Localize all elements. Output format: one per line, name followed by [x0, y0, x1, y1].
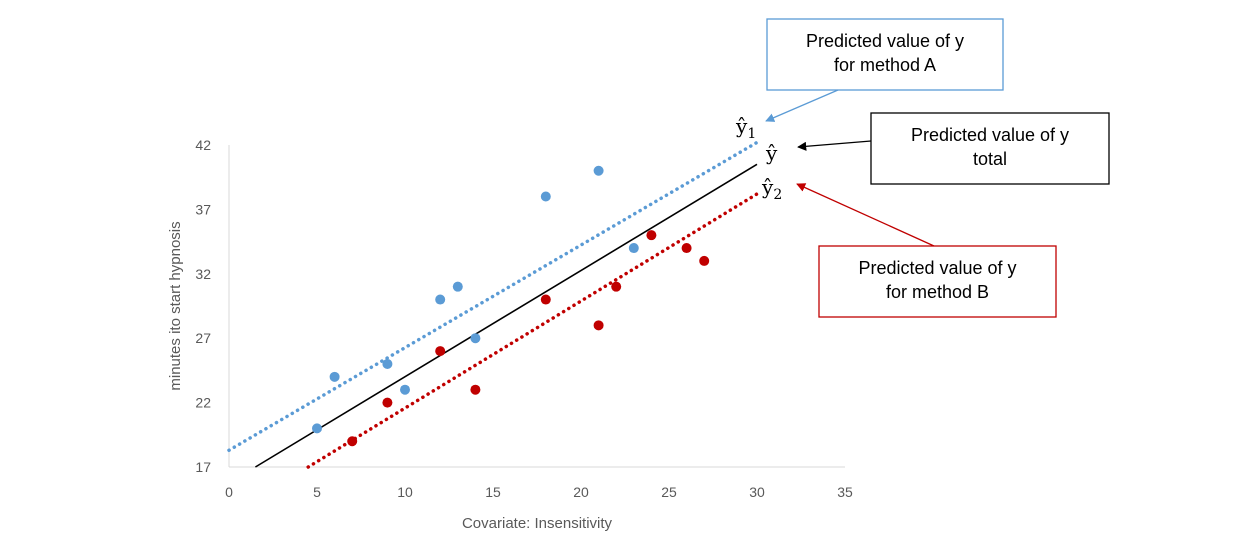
y-tick-label: 22 — [195, 395, 211, 411]
callout-a-box — [766, 18, 1004, 91]
data-point-series-1 — [382, 358, 393, 369]
x-tick-labels: 0 5 10 15 20 25 30 35 — [225, 484, 853, 500]
y-tick-label: 42 — [195, 137, 211, 153]
x-tick-label: 5 — [313, 484, 321, 500]
y-tick-label: 37 — [195, 201, 211, 217]
data-point-series-1 — [312, 423, 322, 434]
callout-b-arrow — [796, 183, 935, 247]
y-tick-label: 17 — [195, 459, 211, 475]
line-label-method-b: ŷ2 — [761, 175, 782, 203]
x-tick-label: 0 — [225, 484, 233, 500]
data-point-series-2 — [681, 243, 692, 254]
data-point-series-2 — [347, 436, 358, 447]
x-tick-label: 35 — [837, 484, 853, 500]
x-tick-label: 20 — [573, 484, 589, 500]
data-point-series-1 — [435, 294, 446, 305]
y-axis-title: minutes ito start hypnosis — [167, 221, 184, 390]
x-tick-label: 15 — [485, 484, 501, 500]
line-label-method-a: ŷ1 — [735, 114, 756, 142]
data-point-series-1 — [470, 333, 481, 344]
callout-b-text: Predicted value of y — [858, 258, 1016, 278]
callout-total-box — [870, 112, 1110, 185]
callout-total-text: total — [973, 149, 1007, 169]
line-labels: ŷ1 ŷ ŷ2 — [735, 114, 782, 203]
callout-b-text: for method B — [886, 282, 989, 302]
x-tick-label: 10 — [397, 484, 413, 500]
data-point-series-1 — [452, 281, 463, 292]
callout-a-arrow — [765, 89, 839, 122]
data-point-series-2 — [646, 230, 657, 241]
x-tick-label: 25 — [661, 484, 677, 500]
callout-total-text: Predicted value of y — [911, 125, 1069, 145]
callout-a-text: for method A — [834, 55, 936, 75]
callout-total-arrow — [797, 140, 872, 151]
data-point-series-1 — [400, 384, 410, 395]
data-points — [312, 165, 710, 447]
data-point-series-1 — [540, 191, 551, 202]
fit-line-total — [254, 163, 758, 468]
y-tick-labels: 17 22 27 32 37 42 — [195, 137, 211, 475]
data-point-series-2 — [699, 255, 710, 266]
y-tick-label: 32 — [195, 266, 211, 282]
data-point-series-1 — [329, 371, 340, 382]
axes — [228, 145, 845, 468]
x-tick-label: 30 — [749, 484, 765, 500]
data-point-series-1 — [628, 243, 639, 254]
y-tick-label: 27 — [195, 330, 211, 346]
callout-b: Predicted value of y for method B — [796, 183, 1057, 318]
data-point-series-2 — [593, 320, 604, 331]
fit-line-method-b — [306, 192, 759, 469]
callout-a: Predicted value of y for method A — [765, 18, 1004, 122]
line-label-total: ŷ — [765, 141, 778, 165]
callout-a-text: Predicted value of y — [806, 31, 964, 51]
data-point-series-2 — [611, 281, 622, 292]
fit-line-method-a — [227, 140, 759, 453]
x-axis-title: Covariate: Insensitivity — [462, 515, 613, 532]
callout-b-box — [818, 245, 1057, 318]
callout-total: Predicted value of y total — [797, 112, 1110, 185]
data-point-series-2 — [435, 346, 446, 357]
data-point-series-2 — [540, 294, 551, 305]
data-point-series-2 — [470, 384, 481, 395]
data-point-series-2 — [382, 397, 393, 408]
data-point-series-1 — [593, 165, 604, 176]
fit-lines — [227, 140, 759, 469]
